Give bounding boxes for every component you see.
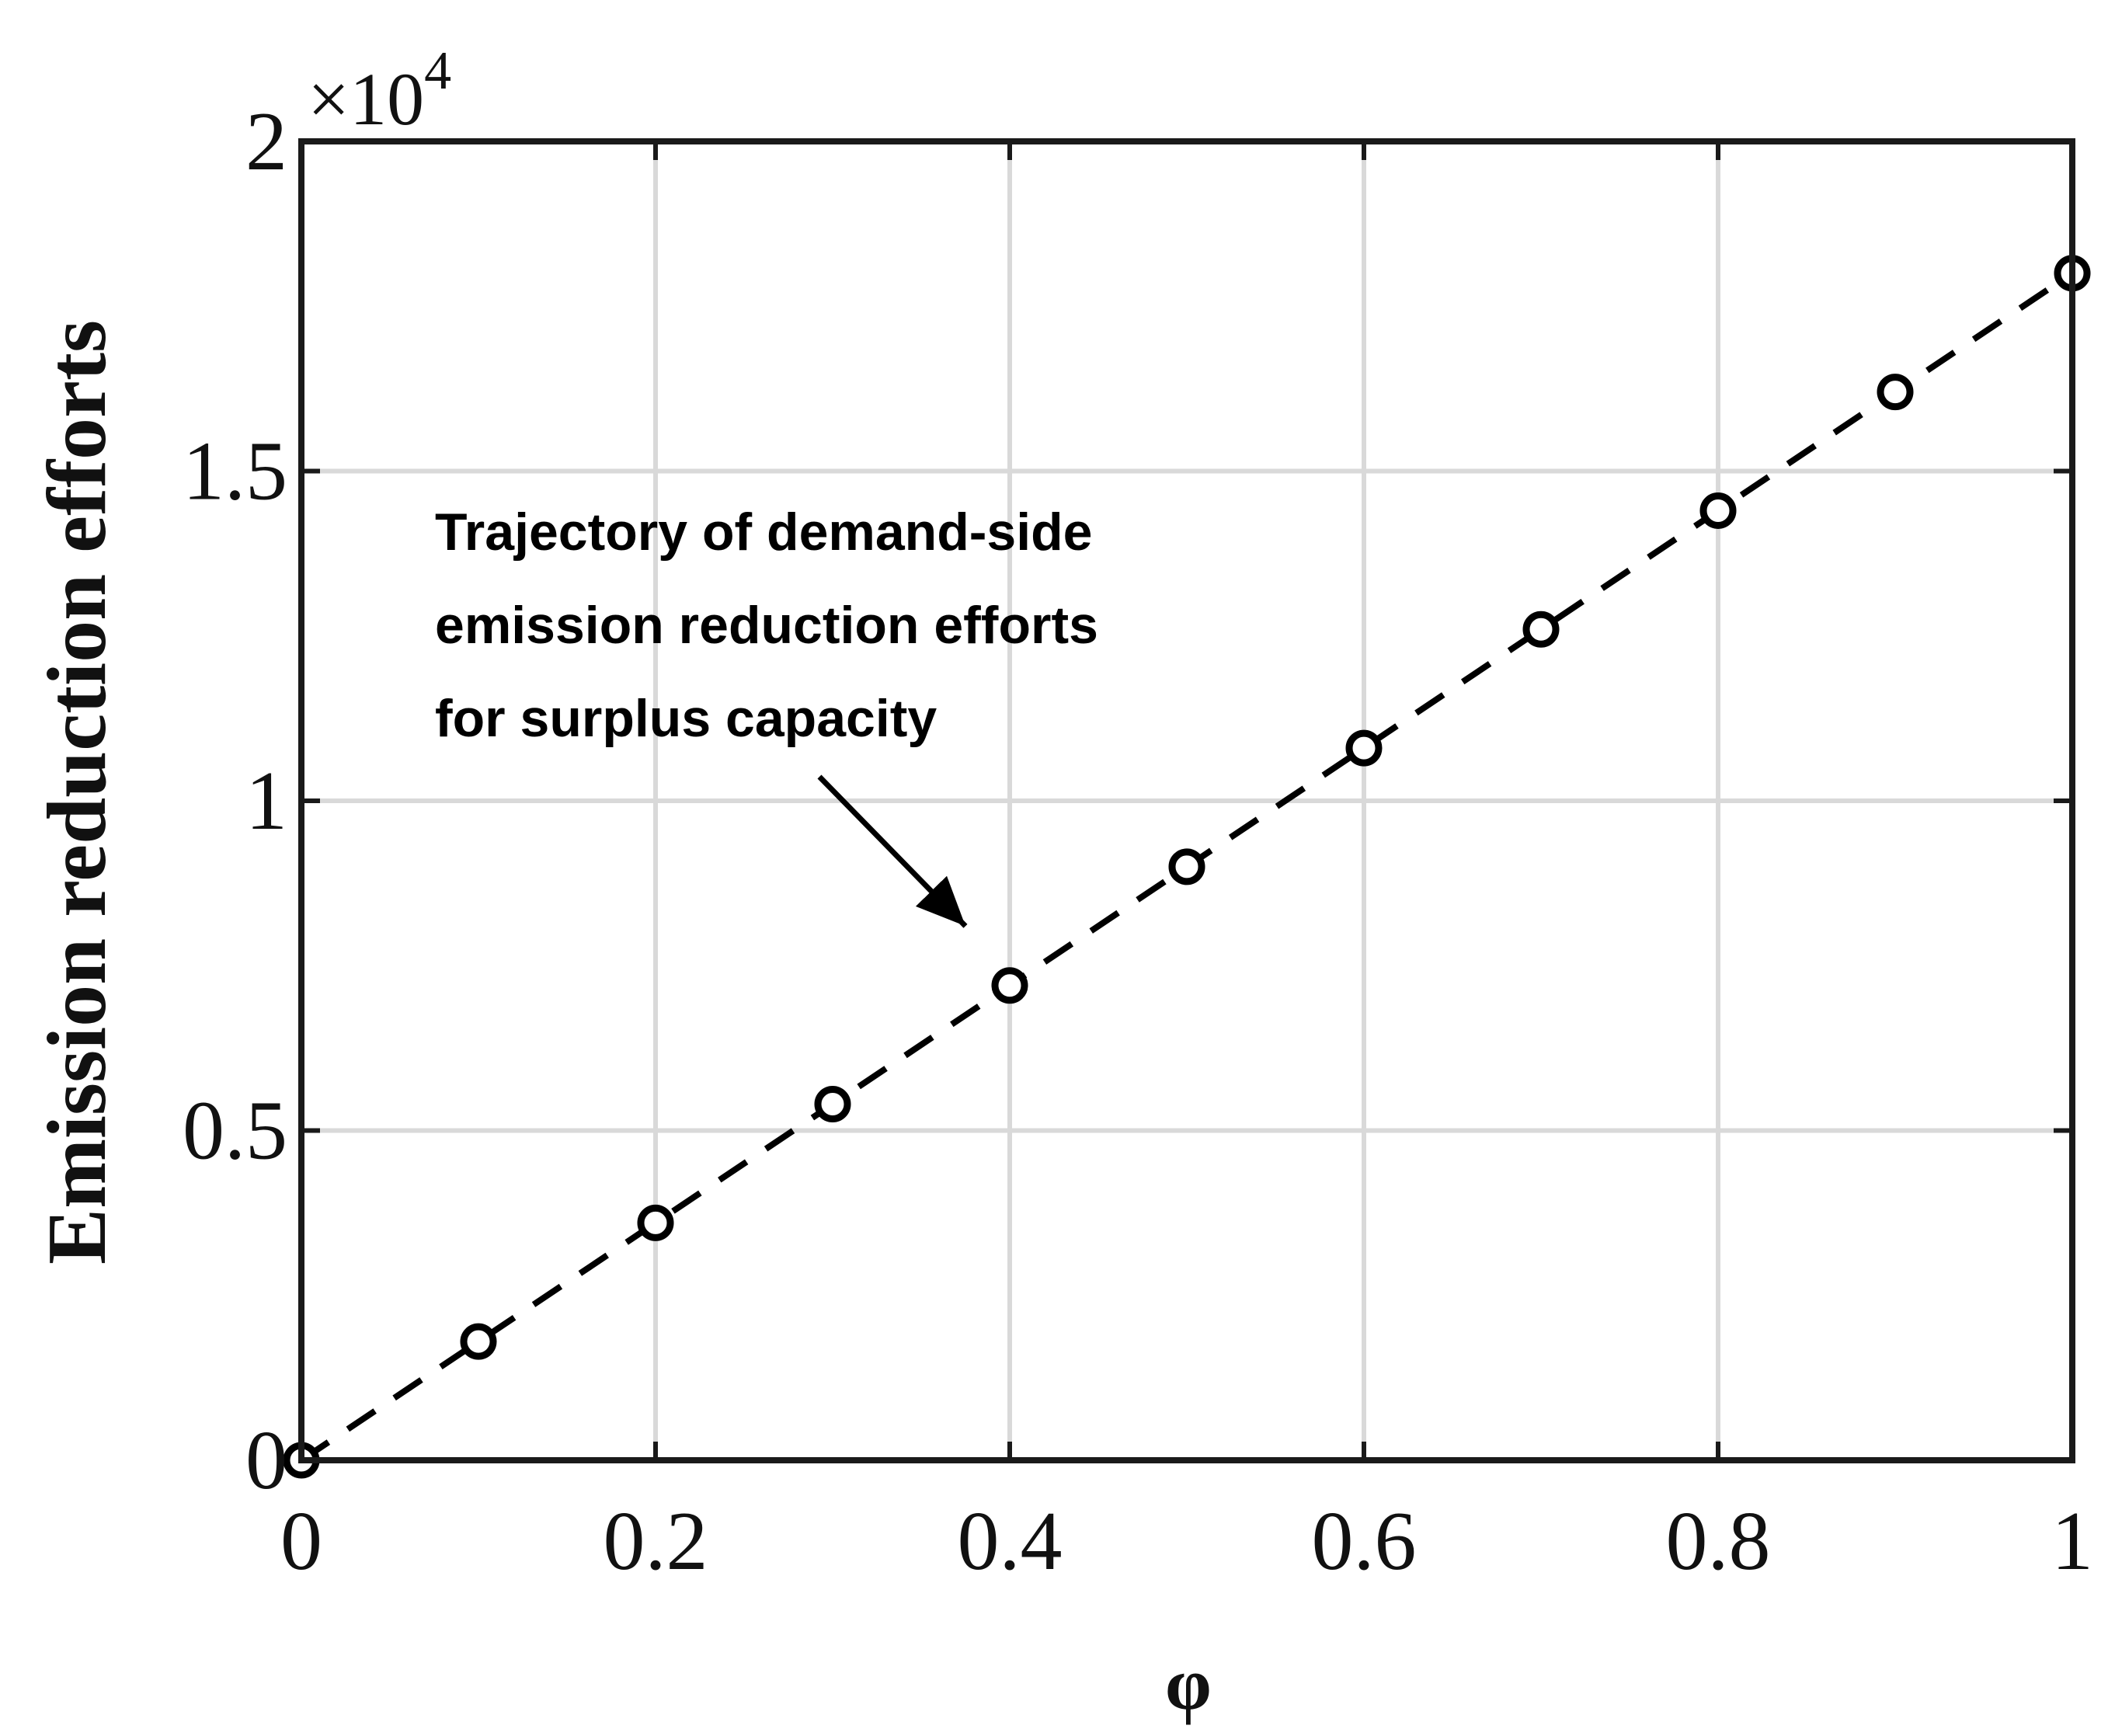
y-tick-labels: 0 0.5 1 1.5 2 bbox=[183, 96, 287, 1507]
y-tick-label: 0.5 bbox=[183, 1085, 287, 1178]
annotation-line-3: for surplus capacity bbox=[435, 689, 937, 748]
data-point-marker bbox=[1699, 492, 1737, 529]
y-tick-label: 1.5 bbox=[183, 426, 287, 518]
data-point-marker bbox=[814, 1086, 851, 1123]
data-point-marker bbox=[1345, 729, 1383, 767]
annotation-line-1: Trajectory of demand-side bbox=[435, 503, 1092, 562]
x-tick-label: 0.4 bbox=[958, 1495, 1063, 1588]
x-tick-labels: 0 0.2 0.4 0.6 0.8 1 bbox=[280, 1495, 2093, 1588]
x-tick-label: 0.6 bbox=[1312, 1495, 1417, 1588]
data-point-marker bbox=[1877, 374, 1914, 411]
y-tick-label: 2 bbox=[245, 96, 287, 188]
x-tick-label: 0 bbox=[280, 1495, 322, 1588]
annotation: Trajectory of demand-side emission reduc… bbox=[435, 503, 1098, 928]
data-point-marker bbox=[1168, 848, 1205, 885]
data-point-marker bbox=[991, 967, 1028, 1004]
y-multiplier-exponent: 4 bbox=[424, 41, 451, 101]
series-trajectory bbox=[283, 255, 2091, 1479]
data-point-marker bbox=[460, 1323, 497, 1360]
annotation-line-2: emission reduction efforts bbox=[435, 596, 1098, 655]
annotation-arrow bbox=[817, 774, 968, 928]
data-point-marker bbox=[637, 1204, 674, 1241]
x-tick-label: 0.2 bbox=[604, 1495, 708, 1588]
x-tick-label: 1 bbox=[2051, 1495, 2093, 1588]
plot-frame bbox=[298, 138, 2075, 1463]
y-axis-title: Emission reduction efforts bbox=[31, 320, 123, 1265]
y-multiplier-base: ×10 bbox=[308, 57, 424, 141]
data-point-marker bbox=[1522, 611, 1560, 648]
y-tick-label: 0 bbox=[245, 1414, 287, 1507]
x-axis-title: φ bbox=[1165, 1642, 1212, 1725]
y-multiplier: ×104 bbox=[308, 41, 451, 141]
y-tick-label: 1 bbox=[245, 755, 287, 847]
x-tick-label: 0.8 bbox=[1666, 1495, 1771, 1588]
